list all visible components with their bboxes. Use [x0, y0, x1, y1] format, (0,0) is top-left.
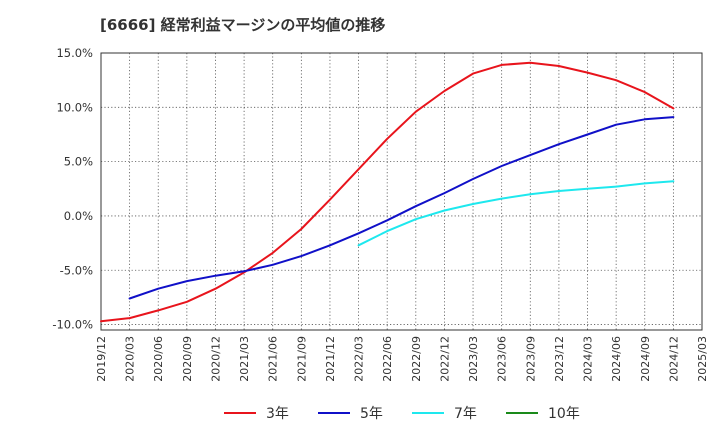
legend-label: 3年 — [266, 406, 289, 422]
y-tick-label: -5.0% — [60, 263, 93, 277]
x-tick-label: 2020/06 — [152, 336, 165, 382]
y-tick-label: 5.0% — [64, 155, 93, 169]
x-axis-tick-labels: 2019/12 2020/03 2020/06 2020/09 2020/12 2021/… — [95, 336, 709, 382]
y-tick-label: 10.0% — [56, 100, 93, 114]
legend-label: 5年 — [360, 406, 383, 422]
x-tick-label: 2025/03 — [696, 336, 709, 382]
y-tick-label: -10.0% — [52, 318, 93, 332]
x-tick-label: 2024/06 — [610, 336, 623, 382]
legend-label: 7年 — [454, 406, 477, 422]
legend-label: 10年 — [548, 406, 580, 422]
y-axis-tick-labels: 15.0% 10.0% 5.0% 0.0% -5.0% -10.0% — [52, 46, 93, 332]
x-tick-label: 2021/09 — [295, 336, 308, 382]
x-tick-label: 2023/12 — [553, 336, 566, 382]
series-line — [100, 61, 675, 323]
plot-area-frame — [100, 52, 703, 331]
x-tick-label: 2022/03 — [353, 336, 366, 382]
grid-lines — [101, 52, 702, 330]
x-tick-label: 2023/09 — [524, 336, 537, 382]
legend: 3年 5年 7年 10年 — [224, 406, 580, 422]
x-tick-label: 2023/03 — [467, 336, 480, 382]
y-tick-label: 15.0% — [56, 46, 93, 60]
x-tick-label: 2022/12 — [438, 336, 451, 382]
x-tick-label: 2020/03 — [124, 336, 137, 382]
chart-title: [6666] 経常利益マージンの平均値の推移 — [100, 16, 386, 34]
series-line — [128, 116, 675, 300]
series-lines — [100, 61, 675, 323]
x-tick-label: 2020/12 — [209, 336, 222, 382]
y-tick-label: 0.0% — [64, 209, 93, 223]
x-tick-label: 2020/09 — [181, 336, 194, 382]
x-tick-label: 2024/03 — [582, 336, 595, 382]
x-tick-label: 2022/06 — [381, 336, 394, 382]
x-tick-label: 2024/12 — [667, 336, 680, 382]
x-tick-label: 2021/12 — [324, 336, 337, 382]
series-line — [357, 180, 675, 247]
x-tick-label: 2024/09 — [639, 336, 652, 382]
x-tick-label: 2022/09 — [410, 336, 423, 382]
x-tick-label: 2021/03 — [238, 336, 251, 382]
x-tick-label: 2021/06 — [267, 336, 280, 382]
x-tick-label: 2023/06 — [496, 336, 509, 382]
x-tick-label: 2019/12 — [95, 336, 108, 382]
